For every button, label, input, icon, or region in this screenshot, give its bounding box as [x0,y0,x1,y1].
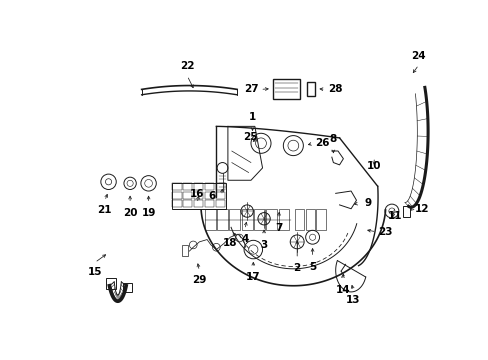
Bar [182,245,187,256]
Text: 7: 7 [274,223,282,233]
Text: 20: 20 [122,208,137,217]
Text: 4: 4 [241,234,248,244]
Text: 27: 27 [243,84,258,94]
Bar [172,192,182,199]
Text: 29: 29 [192,275,206,285]
Text: 3: 3 [260,240,267,250]
Text: 2: 2 [293,263,300,273]
Bar [183,192,192,199]
Text: 21: 21 [97,205,112,215]
Bar [204,200,214,207]
Text: 11: 11 [387,211,402,221]
Text: 25: 25 [243,132,257,142]
Bar [241,209,252,230]
Text: 10: 10 [366,161,381,171]
Bar [194,192,203,199]
Bar [294,209,304,230]
Bar [204,183,214,190]
Text: 17: 17 [245,272,260,282]
Circle shape [105,179,111,185]
Bar [172,183,182,190]
Text: 13: 13 [346,295,360,305]
Text: 12: 12 [414,204,428,214]
Text: 14: 14 [335,285,349,294]
Bar [305,209,314,230]
Bar [229,209,240,230]
Bar [266,209,277,230]
Bar [217,209,227,230]
Bar [254,209,264,230]
Bar [204,209,215,230]
Text: 22: 22 [180,61,194,71]
Bar [172,200,182,207]
Text: 15: 15 [87,267,102,277]
Bar [278,209,289,230]
Bar [215,200,224,207]
Text: 26: 26 [315,138,329,148]
Text: 18: 18 [223,238,237,248]
Text: 8: 8 [329,134,336,144]
Text: 19: 19 [141,208,156,217]
Text: 6: 6 [208,191,216,201]
Bar [215,183,224,190]
Text: 5: 5 [308,261,316,271]
Text: 9: 9 [364,198,371,208]
Text: 16: 16 [189,189,204,199]
Bar [215,192,224,199]
Bar [183,200,192,207]
Bar [204,192,214,199]
Bar [316,209,325,230]
Bar [172,183,226,209]
Bar [194,200,203,207]
Text: 23: 23 [378,227,392,237]
Bar [183,183,192,190]
Bar [194,183,203,190]
Text: 1: 1 [248,112,256,122]
Text: 24: 24 [411,50,426,60]
Text: 28: 28 [327,84,342,94]
